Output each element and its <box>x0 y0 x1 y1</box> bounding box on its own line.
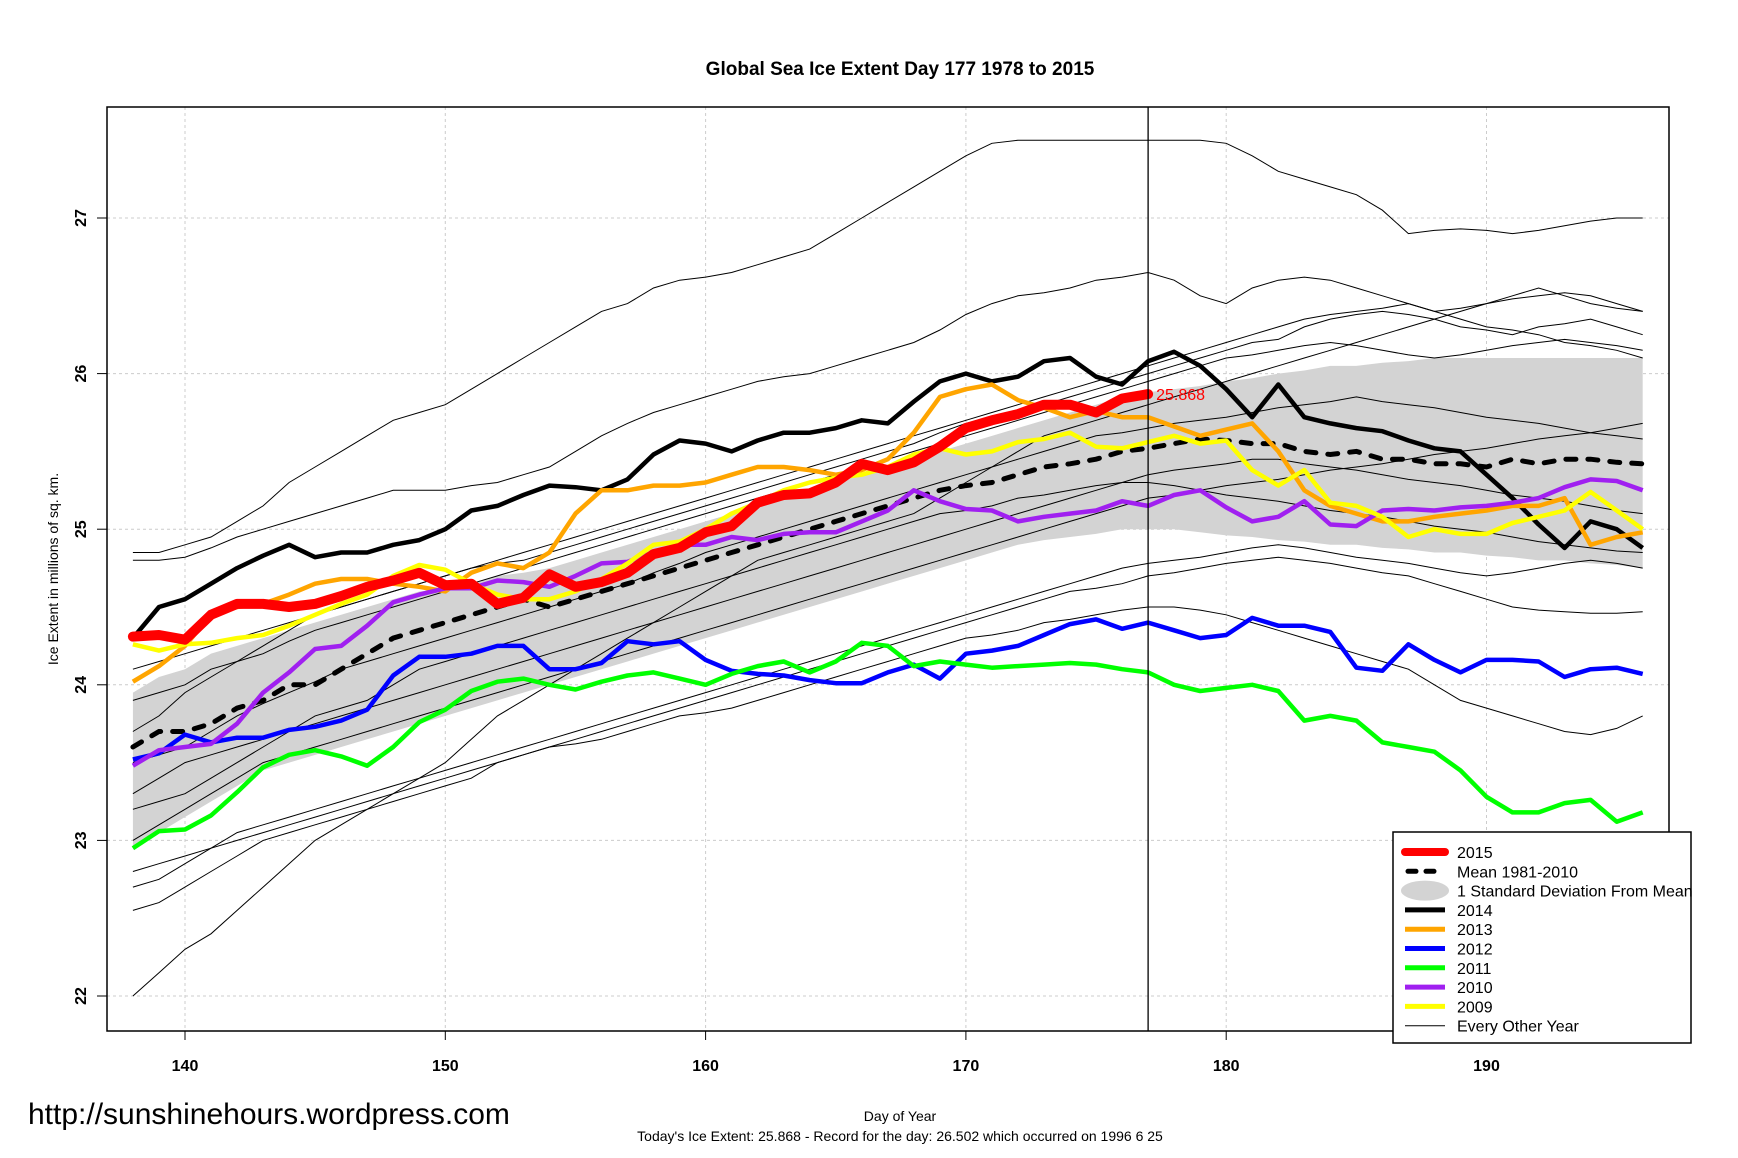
y-axis-label: Ice Extent in millions of sq. km. <box>45 473 61 665</box>
legend: 2015 Mean 1981-2010 1 Standard Deviation F… <box>1392 831 1693 1044</box>
plot-frame <box>106 106 1670 1032</box>
x-tick-label: 140 <box>172 1058 199 1075</box>
legend-label: Every Other Year <box>1457 1019 1580 1036</box>
std-dev-band-layer <box>132 358 1643 849</box>
legend-label: 2013 <box>1457 922 1493 939</box>
legend-label: 2012 <box>1457 942 1493 959</box>
other-year-line <box>132 544 1643 888</box>
series-line-2012 <box>132 615 1644 762</box>
other-year-line <box>132 422 1643 841</box>
y-axis: 22 23 24 25 26 27 <box>73 209 107 1005</box>
other-year-line <box>132 458 1643 795</box>
y-tick-label: 26 <box>73 365 90 383</box>
legend-swatch-band <box>1401 880 1449 901</box>
x-tick-label: 160 <box>692 1058 719 1075</box>
y-tick-label: 23 <box>73 831 90 849</box>
highlighted-series-layer <box>127 349 1645 851</box>
other-year-line <box>132 271 1643 561</box>
other-year-line <box>132 303 1643 670</box>
x-tick-label: 170 <box>953 1058 980 1075</box>
legend-label: 1 Standard Deviation From Mean <box>1457 884 1693 901</box>
current-value-label: 25.868 <box>1156 387 1205 404</box>
legend-label: 2009 <box>1457 999 1493 1016</box>
x-tick-label: 150 <box>432 1058 459 1075</box>
x-axis: 140 150 160 170 180 190 <box>172 1031 1500 1075</box>
legend-label: 2014 <box>1457 903 1493 920</box>
y-tick-label: 25 <box>73 520 90 538</box>
series-line-2010 <box>131 477 1644 768</box>
legend-label: 2015 <box>1457 845 1493 862</box>
mean-layer <box>130 436 1646 750</box>
x-tick-label: 190 <box>1473 1058 1500 1075</box>
y-tick-label: 24 <box>73 676 90 694</box>
legend-label: 2011 <box>1457 961 1492 978</box>
mean-line <box>130 436 1646 750</box>
other-year-line <box>132 139 1643 553</box>
series-line-2014 <box>131 349 1645 640</box>
y-tick-label: 22 <box>73 987 90 1005</box>
std-dev-band <box>132 358 1643 849</box>
series-line-2015 <box>127 389 1154 645</box>
watermark-url: http://sunshinehours.wordpress.com <box>28 1098 510 1131</box>
y-tick-label: 27 <box>73 209 90 227</box>
footer-note: Today's Ice Extent: 25.868 - Record for … <box>637 1128 1163 1144</box>
x-axis-label: Day of Year <box>864 1108 937 1124</box>
other-year-line <box>132 287 1643 997</box>
other-year-line <box>132 396 1643 764</box>
chart-title: Global Sea Ice Extent Day 177 1978 to 20… <box>706 59 1095 80</box>
legend-label: 2010 <box>1457 980 1493 997</box>
x-tick-label: 180 <box>1213 1058 1240 1075</box>
legend-label: Mean 1981-2010 <box>1457 864 1578 881</box>
series-line-2011 <box>131 640 1644 851</box>
